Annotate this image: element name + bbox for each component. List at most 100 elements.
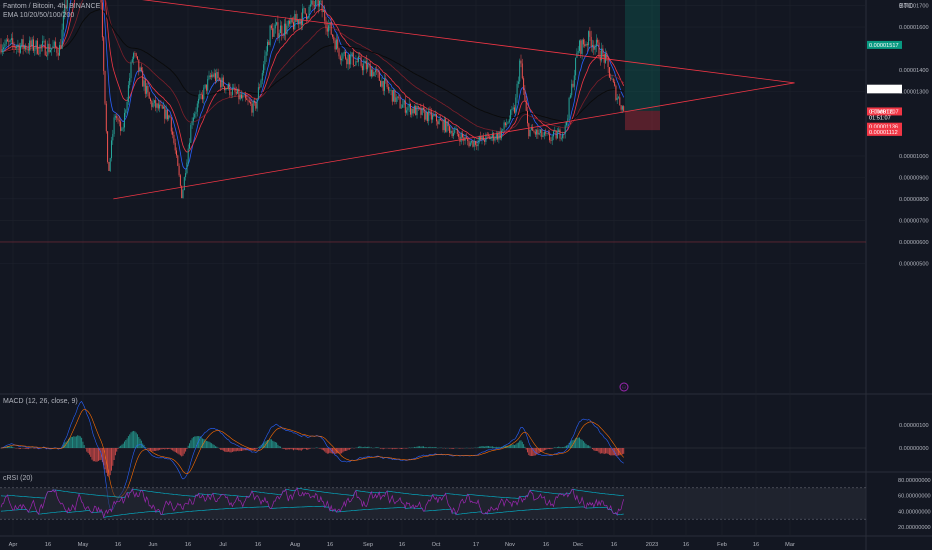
candle-body bbox=[612, 78, 614, 82]
candle-body bbox=[402, 104, 404, 108]
macd-histogram-bar bbox=[532, 448, 534, 457]
macd-histogram-bar bbox=[22, 448, 24, 449]
macd-histogram-bar bbox=[124, 441, 125, 448]
candle-body bbox=[260, 80, 262, 88]
candle-body bbox=[521, 63, 523, 79]
macd-histogram-bar bbox=[239, 448, 241, 451]
macd-histogram-bar bbox=[101, 448, 103, 463]
position-tool[interactable] bbox=[625, 0, 660, 131]
macd-histogram-bar bbox=[536, 448, 538, 455]
candle-body bbox=[449, 126, 450, 133]
candle-body bbox=[268, 41, 270, 46]
candle-body bbox=[533, 130, 535, 132]
candle-body bbox=[504, 122, 506, 126]
macd-histogram-bar bbox=[619, 448, 621, 456]
candle-body bbox=[585, 43, 587, 46]
candle-body bbox=[537, 129, 539, 135]
candle-body bbox=[18, 44, 20, 53]
candle-body bbox=[391, 90, 393, 102]
candle-body bbox=[608, 67, 610, 78]
macd-histogram-bar bbox=[111, 448, 112, 471]
candle-body bbox=[514, 107, 515, 113]
event-marker-icon[interactable] bbox=[619, 382, 629, 392]
candle-body bbox=[27, 48, 29, 51]
candle-body bbox=[572, 83, 574, 87]
price-tick-label: 0.00000500 bbox=[899, 261, 929, 267]
price-tag-bg bbox=[867, 85, 902, 94]
candle-body bbox=[381, 81, 383, 87]
macd-histogram-bar bbox=[338, 448, 340, 454]
macd-histogram-bar bbox=[120, 445, 122, 448]
candle-body bbox=[403, 100, 405, 105]
macd-histogram-bar bbox=[169, 448, 171, 449]
candle-body bbox=[568, 97, 570, 119]
candle-body bbox=[348, 54, 350, 65]
candle-body bbox=[454, 129, 456, 134]
candle-body bbox=[322, 10, 324, 12]
macd-histogram-bar bbox=[283, 448, 285, 449]
candle-body bbox=[46, 55, 47, 56]
macd-histogram-bar bbox=[330, 448, 332, 454]
candle-body bbox=[202, 94, 203, 100]
candle-body bbox=[438, 119, 440, 125]
macd-histogram-bar bbox=[7, 446, 8, 448]
candle-body bbox=[395, 97, 397, 102]
macd-histogram-bar bbox=[289, 448, 291, 450]
candle-body bbox=[23, 45, 25, 49]
time-axis[interactable]: Apr 16 May 16 Jun 16 Jul 16 Aug 16 Sep 16 Oct 17 Nov 16… bbox=[9, 542, 795, 548]
macd-histogram-bar bbox=[523, 444, 525, 448]
macd-histogram-bar bbox=[393, 448, 395, 449]
macd-histogram-bar bbox=[425, 447, 427, 448]
candle-body bbox=[287, 20, 289, 26]
macd-histogram-bar bbox=[341, 448, 343, 454]
price-axis[interactable]: 0.000022000.000021000.000020000.00001900… bbox=[898, 0, 931, 531]
candle-body bbox=[211, 74, 213, 78]
ema-10-line bbox=[0, 0, 625, 170]
macd-histogram-bar bbox=[216, 446, 218, 448]
rsi-tick-label: 40.00000000 bbox=[898, 509, 931, 515]
position-stop-zone bbox=[625, 110, 660, 131]
macd-histogram-bar bbox=[150, 448, 151, 451]
candle-body bbox=[7, 39, 8, 42]
macd-histogram-bar bbox=[64, 442, 66, 448]
candle-body bbox=[394, 89, 396, 102]
macd-histogram-bar bbox=[23, 448, 25, 449]
candle-body bbox=[467, 138, 469, 142]
candle-body bbox=[351, 52, 353, 56]
candle-body bbox=[563, 133, 565, 135]
macd-histogram-bar bbox=[20, 448, 21, 449]
macd-histogram-bar bbox=[69, 437, 71, 448]
macd-histogram-bar bbox=[556, 447, 558, 448]
candle-body bbox=[497, 133, 499, 140]
price-tick-label: 0.00001000 bbox=[899, 154, 929, 160]
candle-body bbox=[328, 25, 330, 32]
macd-histogram-bar bbox=[196, 436, 198, 448]
macd-histogram-bar bbox=[153, 448, 155, 451]
candle-body bbox=[361, 65, 363, 71]
macd-histogram-bar bbox=[395, 448, 397, 449]
macd-histogram-bar bbox=[75, 436, 77, 448]
candle-body bbox=[22, 39, 24, 49]
candle-body bbox=[534, 131, 536, 135]
candle-body bbox=[302, 8, 304, 26]
macd-histogram-bar bbox=[95, 448, 97, 462]
candle-body bbox=[415, 105, 417, 116]
candle-body bbox=[385, 78, 387, 81]
macd-histogram-bar bbox=[504, 445, 506, 448]
macd-histogram-bar bbox=[194, 436, 196, 448]
candle-body bbox=[182, 190, 184, 199]
candle-body bbox=[446, 121, 448, 132]
candle-body bbox=[100, 0, 102, 3]
macd-histogram-bar bbox=[540, 448, 541, 453]
trendlines-layer[interactable] bbox=[71, 0, 795, 200]
macd-histogram-bar bbox=[113, 448, 115, 461]
candle-body bbox=[126, 102, 128, 111]
macd-legend: MACD (12, 26, close, 9) bbox=[3, 398, 78, 405]
candle-body bbox=[339, 56, 341, 61]
macd-histogram-bar bbox=[68, 438, 70, 448]
macd-histogram-bar bbox=[554, 447, 556, 448]
macd-histogram-bar bbox=[363, 447, 365, 448]
macd-histogram-bar bbox=[122, 443, 124, 448]
candle-body bbox=[231, 88, 233, 95]
